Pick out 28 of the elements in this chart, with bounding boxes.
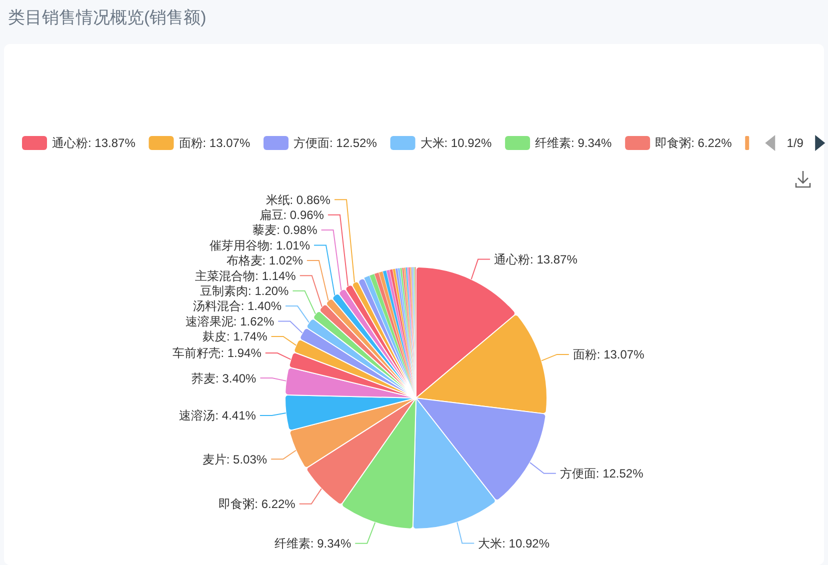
slice-label: 主菜混合物: 1.14% [195,268,296,283]
legend-label: 大米: 10.92% [420,136,492,150]
slice-label: 麦片: 5.03% [202,452,268,466]
legend-label: 通心粉: 13.87% [52,136,136,150]
slice-label: 催芽用谷物: 1.01% [209,238,310,252]
slice-label: 面粉: 13.07% [572,348,645,362]
slice-label: 速溶汤: 4.41% [179,408,256,423]
slice-label: 扁豆: 0.96% [259,208,324,222]
slice-label: 通心粉: 13.87% [494,252,578,266]
chart-title: 类目销售情况概览(销售额) [8,8,206,27]
slice-label: 豆制素肉: 1.20% [200,284,290,298]
legend-label: 即食粥: 6.22% [655,136,732,150]
slice-label: 藜麦: 0.98% [252,223,318,238]
slice-label: 即食粥: 6.22% [218,497,296,512]
slice-label: 麸皮: 1.74% [202,330,268,344]
slice-label: 车前籽壳: 1.94% [172,346,262,360]
slice-label: 大米: 10.92% [478,536,550,550]
slice-label: 汤料混合: 1.40% [192,299,282,314]
legend-label: 面粉: 13.07% [178,136,250,150]
slice-label: 纤维素: 9.34% [274,536,352,551]
slice-label: 方便面: 12.52% [560,466,644,481]
slice-label: 荞麦: 3.40% [192,371,257,386]
slice-label: 布格麦: 1.02% [226,254,304,268]
text: 1/9 [786,136,804,150]
legend-label: 纤维素: 9.34% [535,136,612,150]
slice-label: 速溶果泥: 1.62% [185,314,274,328]
legend-label: 方便面: 12.52% [294,136,378,150]
slice-label: 米纸: 0.86% [266,192,331,207]
